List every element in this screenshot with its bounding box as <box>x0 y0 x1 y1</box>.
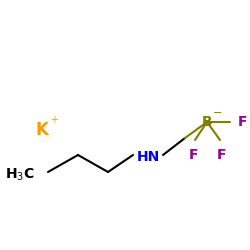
Text: B: B <box>202 115 212 129</box>
Text: HN: HN <box>136 150 160 164</box>
Text: K: K <box>36 121 49 139</box>
Text: F: F <box>238 115 248 129</box>
Text: −: − <box>213 108 223 118</box>
Text: +: + <box>50 115 58 125</box>
Text: H$_3$C: H$_3$C <box>5 167 35 183</box>
Text: F: F <box>188 148 198 162</box>
Text: F: F <box>217 148 227 162</box>
